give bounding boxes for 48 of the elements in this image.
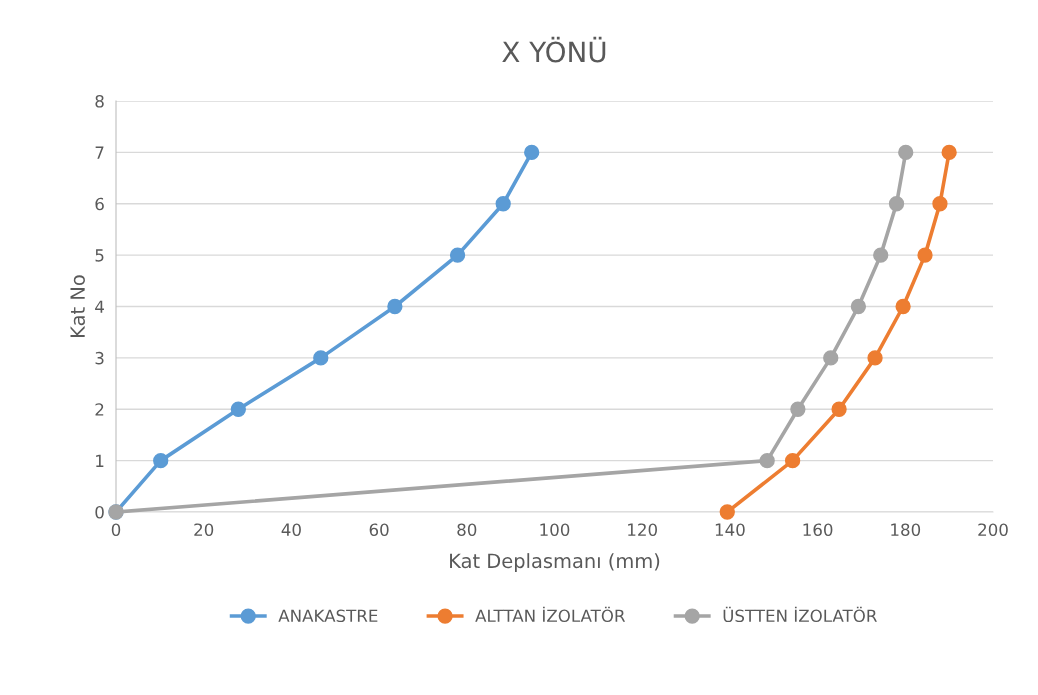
point xyxy=(823,350,839,366)
point xyxy=(917,247,933,263)
point xyxy=(790,401,806,417)
x-tick-label: 120 xyxy=(628,523,657,537)
x-tick-label: 60 xyxy=(369,523,389,537)
point xyxy=(387,298,403,315)
point xyxy=(895,298,911,315)
y-tick-label: 8 xyxy=(95,94,104,108)
point xyxy=(867,350,883,366)
y-tick-label: 1 xyxy=(96,454,104,467)
point xyxy=(524,144,540,161)
x-tick-label: 0 xyxy=(111,523,121,537)
point xyxy=(230,401,246,417)
point xyxy=(873,247,889,263)
x-tick-label: 180 xyxy=(891,523,921,537)
y-tick-label: 4 xyxy=(95,300,104,313)
point xyxy=(784,452,801,469)
x-tick-label: 100 xyxy=(540,523,570,537)
x-axis-title: Kat Deplasmanı (mm) xyxy=(450,553,660,572)
x-tick-label: 20 xyxy=(194,523,214,537)
point xyxy=(495,196,511,212)
point xyxy=(898,144,914,161)
x-tick-label: 80 xyxy=(457,523,477,537)
point xyxy=(941,144,957,161)
point xyxy=(449,247,466,263)
legend-label: ANAKASTRE xyxy=(278,609,378,623)
y-tick-label: 5 xyxy=(95,249,104,262)
point xyxy=(313,350,329,366)
x-tick-label: 160 xyxy=(803,523,833,537)
point xyxy=(153,452,169,469)
point xyxy=(719,504,735,520)
legend-label: ÜSTTEN İZOLATÖR xyxy=(723,606,877,623)
x-tick-label: 40 xyxy=(281,523,301,537)
y-tick-label: 6 xyxy=(95,197,104,211)
y-tick-label: 3 xyxy=(95,351,104,365)
y-tick-label: 7 xyxy=(95,146,104,159)
point xyxy=(932,196,948,212)
x-tick-label: 140 xyxy=(715,523,745,537)
point xyxy=(850,298,867,315)
legend-label: ALTTAN İZOLATÖR xyxy=(475,606,626,623)
point xyxy=(759,452,775,469)
chart-title: X YÖNÜ xyxy=(502,36,606,63)
y-tick-label: 0 xyxy=(95,505,104,519)
y-tick-label: 2 xyxy=(95,403,104,416)
point xyxy=(831,401,847,417)
x-tick-label: 200 xyxy=(978,523,1008,537)
point xyxy=(888,196,905,212)
y-axis-title: Kat No xyxy=(70,275,85,337)
